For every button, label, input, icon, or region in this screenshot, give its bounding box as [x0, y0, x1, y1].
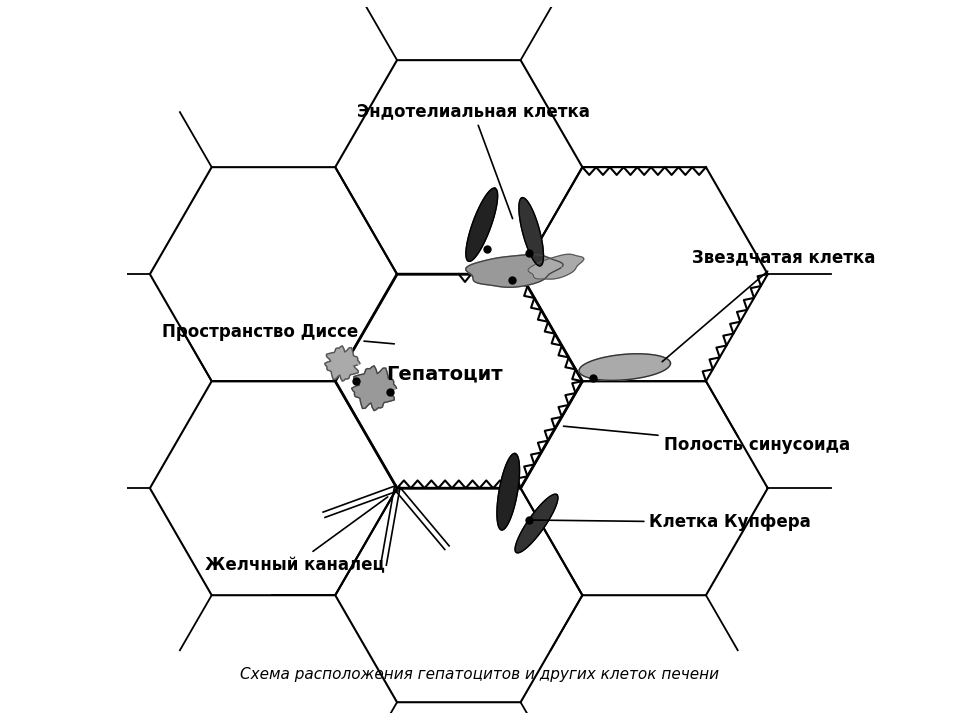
Text: Гепатоцит: Гепатоцит [386, 364, 503, 384]
Text: Звездчатая клетка: Звездчатая клетка [662, 248, 876, 361]
Text: Клетка Купфера: Клетка Купфера [529, 513, 811, 531]
Text: Полость синусоида: Полость синусоида [564, 426, 850, 454]
Polygon shape [324, 346, 360, 381]
Text: Схема расположения гепатоцитов и других клеток печени: Схема расположения гепатоцитов и других … [241, 667, 719, 682]
Polygon shape [528, 254, 584, 279]
Polygon shape [466, 255, 564, 287]
Text: Желчный каналец: Желчный каналец [204, 497, 388, 574]
Text: Эндотелиальная клетка: Эндотелиальная клетка [356, 102, 589, 219]
Text: Пространство Диссе: Пространство Диссе [162, 323, 395, 344]
Polygon shape [579, 354, 670, 380]
Polygon shape [519, 198, 543, 266]
Polygon shape [466, 188, 497, 261]
Polygon shape [351, 366, 396, 410]
Polygon shape [516, 494, 558, 553]
Polygon shape [497, 454, 519, 530]
